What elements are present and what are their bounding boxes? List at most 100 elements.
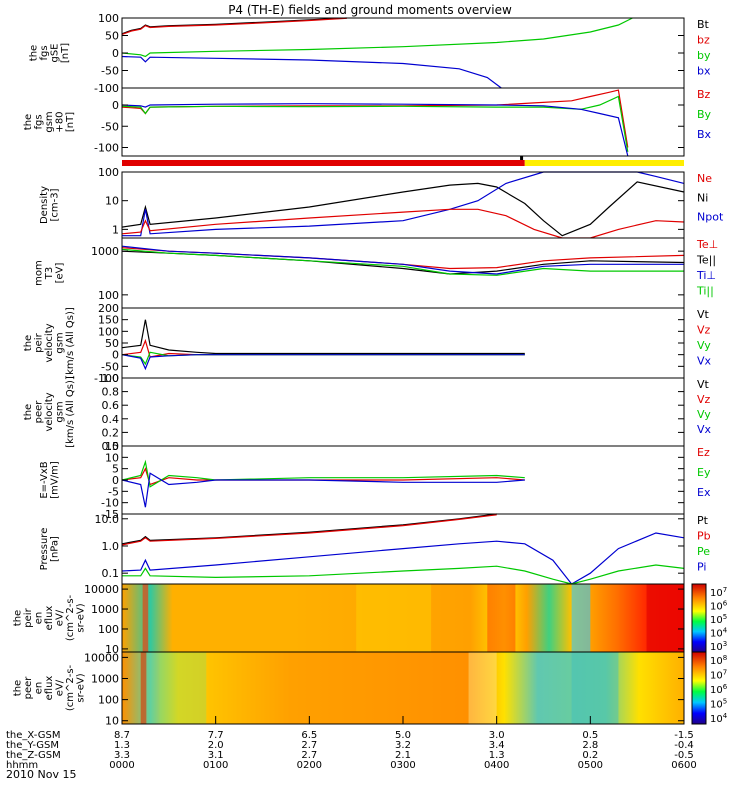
ephemeris-value: 6.5	[301, 730, 317, 741]
colorbar-tick-label: 107	[710, 586, 727, 599]
date-label: 2010 Nov 15	[6, 768, 76, 781]
legend-entry: Vt	[697, 308, 710, 321]
colorbar-tick-label: 106	[710, 683, 728, 696]
y-tick-label: 1000	[91, 245, 119, 258]
mode-bar-fast	[524, 160, 684, 166]
legend-entry: By	[697, 108, 712, 121]
legend-entry: bx	[697, 65, 711, 78]
legend-entry: Ex	[697, 486, 711, 499]
y-tick-label: 1000	[91, 603, 119, 616]
y-axis-label: en	[34, 612, 45, 625]
y-tick-label: 10	[105, 195, 119, 208]
mode-bar-slow	[122, 160, 525, 166]
y-axis-label: the	[28, 45, 39, 61]
y-tick-label: -50	[101, 120, 119, 133]
y-axis-label: peer	[34, 400, 45, 424]
ephemeris-row-label: the_Y-GSM	[6, 740, 59, 751]
panel-pressure: 10.0 1.0 0.1 Pressure [nPa] Pt Pb Pe Pi	[39, 513, 711, 585]
colorbar-tick-label: 105	[710, 613, 727, 626]
y-axis-label: velocity	[44, 323, 55, 362]
legend-entry: Pi	[697, 561, 706, 574]
y-tick-label: 0.2	[102, 426, 120, 439]
y-tick-label: 200	[98, 302, 119, 315]
y-tick-label: 100	[98, 289, 119, 302]
y-tick-label: 0.6	[102, 399, 120, 412]
ephemeris-value: 8.7	[114, 730, 130, 741]
y-axis-label: [nT]	[60, 43, 71, 63]
y-tick-label: -15	[101, 508, 119, 521]
series-fgs-gsm-Bx	[121, 103, 629, 157]
y-axis-label: [nT]	[65, 112, 76, 132]
y-axis-label: (cm^2-s-	[65, 594, 76, 641]
legend-entry: Pt	[697, 514, 709, 527]
series-pressure-Pi	[121, 532, 685, 585]
series-fgs-gse-bx	[121, 55, 502, 89]
series-fgs-gsm-By	[121, 95, 629, 152]
series-mom-temp-Ti⊥	[121, 245, 684, 275]
series-fgs-gse-by	[121, 17, 633, 58]
y-tick-label: -50	[101, 65, 119, 78]
ephemeris-value: 1.3	[489, 750, 505, 761]
y-tick-label: 100	[98, 12, 119, 25]
y-axis-label: gsm	[55, 332, 66, 353]
legend-entry: Ni	[697, 191, 708, 204]
legend-entry: Vy	[697, 339, 711, 352]
legend-entry: Te⊥	[696, 238, 718, 251]
ephemeris-value: 2.0	[208, 740, 224, 751]
y-axis-label: [mV/m]	[49, 461, 60, 499]
ephemeris-value: 3.4	[489, 740, 505, 751]
y-axis-label: [nPa]	[49, 536, 60, 562]
ephemeris-value: 0300	[390, 760, 415, 771]
y-axis-label: gsm	[44, 111, 55, 132]
legend-entry: Ez	[697, 446, 710, 459]
series-pressure-Pe	[122, 564, 685, 585]
ephemeris-value: 0400	[484, 760, 509, 771]
ephemeris-row-label: the_X-GSM	[6, 730, 60, 741]
y-tick-label: 10000	[84, 583, 119, 596]
y-tick-label: 0	[112, 474, 119, 487]
legend-entry: Vt	[697, 378, 710, 391]
y-tick-label: -50	[101, 360, 119, 373]
series-peir-velocity-Vt	[121, 319, 525, 355]
y-tick-label: 10	[105, 643, 119, 656]
y-axis-label: peer	[23, 676, 34, 700]
y-tick-label: 1000	[91, 673, 119, 686]
ephemeris-value: 2.1	[395, 750, 411, 761]
y-tick-label: 1	[112, 223, 119, 236]
y-tick-label: -100	[94, 142, 119, 155]
panel-fgs-gsm: 0 -50 -100 the fgs gsm +80 [nT] Bz By Bx	[23, 87, 712, 157]
ephemeris-value: 7.7	[208, 730, 224, 741]
y-axis-label: velocity	[44, 392, 55, 431]
y-tick-label: 10.0	[95, 513, 120, 526]
chart-title: P4 (TH-E) fields and ground moments over…	[228, 3, 512, 17]
y-axis-label: eflux	[44, 606, 55, 631]
legend-entry: bz	[697, 34, 710, 47]
colorbar-tick-label: 107	[710, 669, 727, 682]
y-axis-label: the	[23, 114, 34, 130]
y-tick-label: 100	[98, 166, 119, 179]
legend-entry: Bz	[697, 88, 711, 101]
y-tick-label: 5	[112, 463, 119, 476]
y-tick-label: 0	[112, 349, 119, 362]
y-axis-label: eV/	[55, 679, 66, 696]
ephemeris-value: 3.3	[114, 750, 130, 761]
panel-fgs-gse: 100 50 0 -50 -100 the fgs gSE [nT] Bt bz by bx	[28, 12, 711, 95]
y-tick-label: 100	[98, 325, 119, 338]
ephemeris-value: 3.2	[395, 740, 411, 751]
y-axis-label: peir	[34, 332, 45, 352]
ephemeris-value: -1.5	[674, 730, 694, 741]
legend-entry: Vz	[697, 324, 711, 337]
legend-entry: Ey	[697, 466, 711, 479]
ephemeris-value: 0200	[297, 760, 322, 771]
legend-entry: Te||	[696, 254, 716, 267]
y-axis-label: T3	[44, 267, 55, 280]
series-mom-temp-Ti||	[121, 248, 684, 276]
ephemeris-value: 2.7	[301, 750, 317, 761]
y-tick-label: 15	[105, 440, 119, 453]
ephemeris-value: -0.5	[674, 750, 694, 761]
y-tick-label: -10	[101, 497, 119, 510]
